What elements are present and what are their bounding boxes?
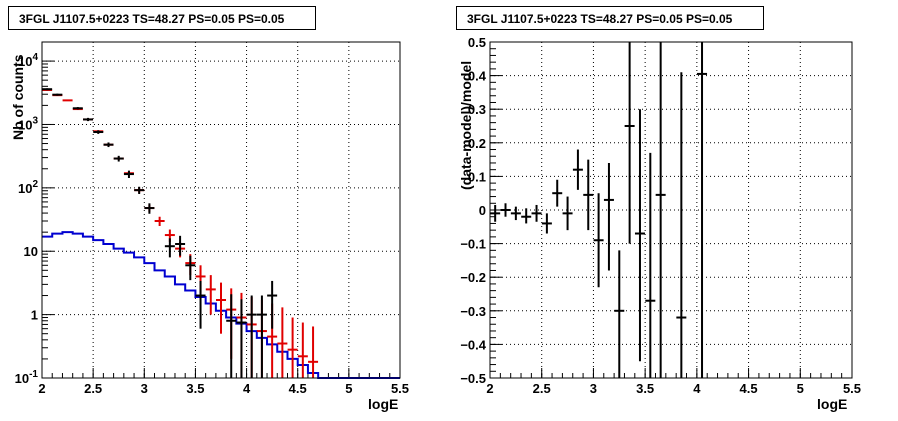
left-y-tick-label: 104 [18,52,38,69]
right-x-tick-label: 3.5 [636,381,654,396]
left-x-tick-label: 2 [38,381,45,396]
right-y-tick-label: 0.2 [468,136,486,151]
right-y-tick-label: −0.4 [460,337,486,352]
right-x-tick-label: 5 [797,381,804,396]
left-y-tick-label: 10 [24,244,38,259]
left-x-tick-label: 3.5 [186,381,204,396]
left-x-tick-label: 4 [243,381,251,396]
right-x-tick-label: 2.5 [533,381,551,396]
right-x-tick-label: 5.5 [843,381,861,396]
right-y-tick-label: 0 [479,203,486,218]
left-panel-title: 3FGL J1107.5+0223 TS=48.27 PS=0.05 PS=0.… [8,6,316,30]
left-x-tick-label: 2.5 [84,381,102,396]
left-x-tick-label: 3 [141,381,148,396]
right-plot-frame [489,41,853,379]
right-x-tick-label: 4.5 [740,381,758,396]
left-y-tick-label: 103 [18,115,38,132]
left-y-tick-label: 102 [18,179,38,196]
left-y-axis-title: Nb of counts [10,54,26,140]
left-x-tick-label: 5.5 [391,381,409,396]
right-x-tick-label: 2 [486,381,493,396]
right-x-tick-label: 4 [693,381,701,396]
left-x-tick-label: 5 [345,381,352,396]
left-y-tick-label: 1 [31,308,38,323]
right-y-tick-label: 0.3 [468,102,486,117]
right-y-tick-label: 0.1 [468,169,486,184]
source-model-histogram [42,231,400,379]
right-panel-title: 3FGL J1107.5+0223 TS=48.27 PS=0.05 PS=0.… [456,6,764,30]
right-y-axis-title: (data-model)/model [458,60,474,190]
right-y-tick-label: 0.5 [468,35,486,50]
left-x-tick-label: 4.5 [289,381,307,396]
right-y-tick-label: −0.2 [460,270,486,285]
right-y-tick-label: 0.4 [468,69,487,84]
right-x-axis-title: logE [817,396,848,412]
right-y-tick-label: −0.3 [460,304,486,319]
right-y-tick-label: −0.5 [460,371,486,386]
right-x-tick-label: 3 [590,381,597,396]
left-x-axis-title: logE [368,396,399,412]
left-y-tick-label: 10-1 [15,369,39,386]
right-y-tick-label: −0.1 [460,237,486,252]
left-plot-frame [41,41,401,379]
